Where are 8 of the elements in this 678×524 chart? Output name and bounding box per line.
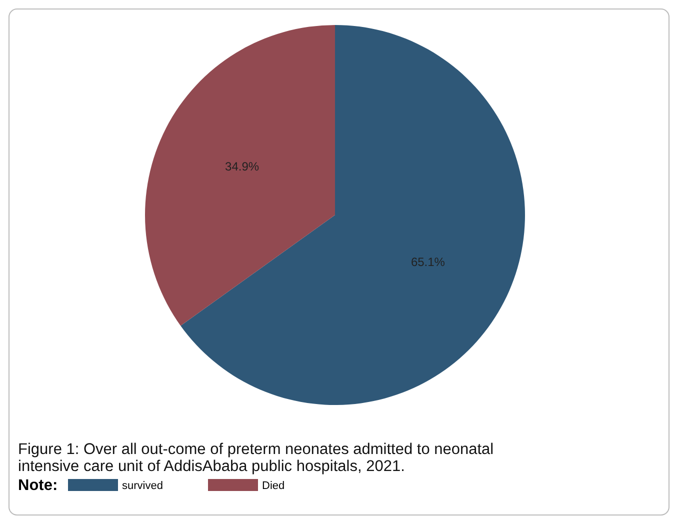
data-label: 34.9% <box>225 159 260 174</box>
pie-slice <box>145 25 335 326</box>
legend-title: Note: <box>18 477 58 494</box>
caption: Figure 1: Over all out-come of preterm neonates admitted to neonatal intensive care unit of AddisAbaba public hospitals, 2021. <box>18 441 494 475</box>
legend-label: survived <box>122 480 163 492</box>
pie-slice <box>180 25 525 405</box>
data-label: 65.1% <box>410 254 446 269</box>
legend-label: Died <box>262 480 285 492</box>
